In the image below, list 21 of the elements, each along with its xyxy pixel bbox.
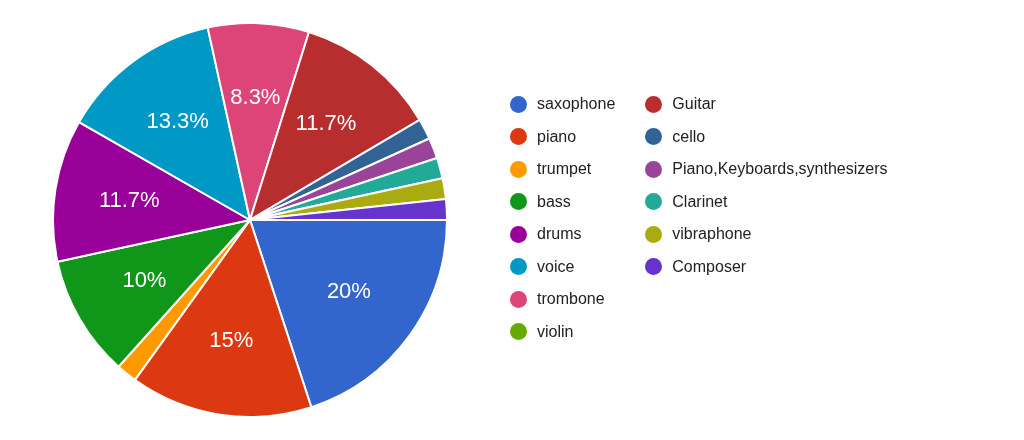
legend-label: vibraphone: [672, 225, 752, 244]
data-label: 20%: [326, 277, 371, 303]
legend-label: Piano,Keyboards,synthesizers: [672, 160, 888, 179]
legend-label: trombone: [537, 290, 605, 309]
data-label: 8.3%: [230, 84, 281, 110]
legend-label: Clarinet: [672, 192, 728, 211]
data-label: 11.7%: [98, 187, 160, 213]
legend-label: Composer: [672, 257, 747, 276]
data-label: 13.3%: [146, 107, 209, 133]
legend-label: trumpet: [537, 160, 592, 179]
legend-label: Guitar: [672, 95, 716, 114]
legend-label: cello: [672, 127, 706, 146]
legend-label: drums: [537, 225, 582, 244]
legend-label: bass: [537, 192, 571, 211]
data-label: 11.7%: [295, 110, 357, 136]
data-label: 10%: [122, 267, 167, 293]
legend-label: violin: [537, 322, 574, 341]
data-label: 15%: [209, 326, 254, 352]
legend-label: voice: [537, 257, 575, 276]
legend-label: saxophone: [537, 95, 616, 114]
legend-label: piano: [537, 127, 577, 146]
